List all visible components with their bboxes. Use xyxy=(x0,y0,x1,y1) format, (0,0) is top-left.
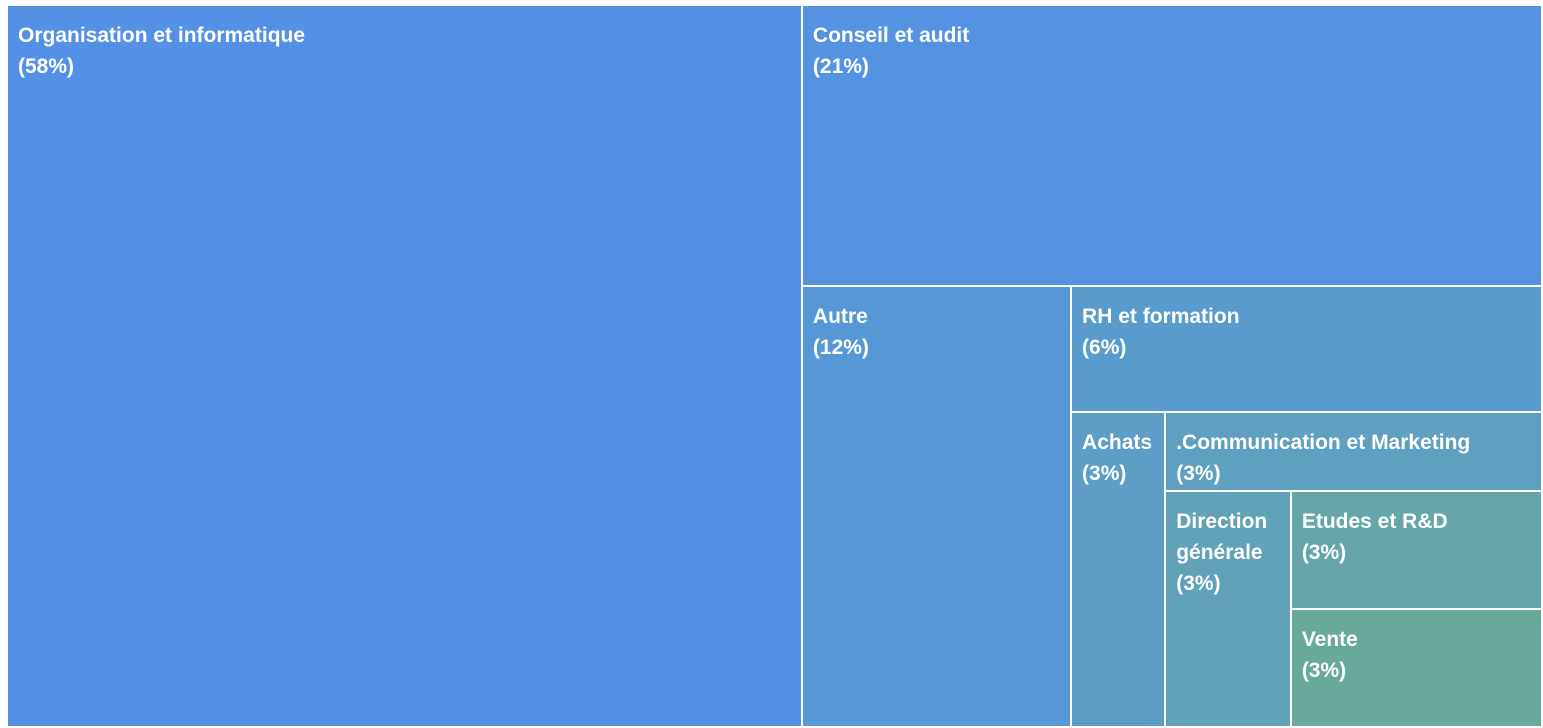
value-label: (58%) xyxy=(18,55,75,78)
cell-label: Etudes et R&D (3%) xyxy=(1302,506,1537,568)
treemap-cell: Conseil et audit (21%) xyxy=(802,6,1543,287)
cell-label: Vente (3%) xyxy=(1302,624,1537,686)
treemap-cell: Vente (3%) xyxy=(1291,609,1543,728)
treemap-cell: Direction générale (3%) xyxy=(1166,491,1292,728)
treemap-cell: Achats (3%) xyxy=(1072,412,1167,728)
category-name: RH et formation xyxy=(1082,304,1240,328)
category-name: Conseil et audit xyxy=(812,24,970,47)
treemap-cell: RH et formation (6%) xyxy=(1072,286,1543,413)
value-label: (3%) xyxy=(1301,658,1347,682)
category-name: Organisation et informatique xyxy=(18,24,306,47)
cell-label: .Communication et Marketing (3%) xyxy=(1176,427,1537,489)
category-name: Etudes et R&D xyxy=(1301,509,1448,533)
value-label: (3%) xyxy=(1082,461,1127,485)
treemap-cell: Etudes et R&D (3%) xyxy=(1291,491,1543,610)
category-name: Direction générale xyxy=(1176,509,1268,564)
treemap-cell: Organisation et informatique (58%) xyxy=(8,6,803,728)
category-name: Vente xyxy=(1301,627,1358,651)
treemap-cell: Autre (12%) xyxy=(802,286,1073,728)
cell-label: Organisation et informatique (58%) xyxy=(18,20,797,82)
value-label: (3%) xyxy=(1176,461,1221,485)
value-label: (3%) xyxy=(1301,540,1347,564)
cell-label: Conseil et audit (21%) xyxy=(813,20,1537,82)
cell-label: RH et formation (6%) xyxy=(1082,301,1537,363)
cell-label: Direction générale (3%) xyxy=(1176,506,1286,599)
value-label: (6%) xyxy=(1082,335,1127,359)
treemap-cell: .Communication et Marketing (3%) xyxy=(1166,412,1543,492)
value-label: (3%) xyxy=(1176,571,1221,595)
cell-label: Autre (12%) xyxy=(813,301,1066,363)
category-name: Autre xyxy=(812,304,868,328)
treemap: Organisation et informatique (58%) Conseil… xyxy=(8,6,1543,728)
category-name: .Communication et Marketing xyxy=(1176,430,1471,454)
cell-label: Achats (3%) xyxy=(1082,427,1160,489)
category-name: Achats xyxy=(1082,430,1153,454)
value-label: (12%) xyxy=(812,335,869,359)
value-label: (21%) xyxy=(812,55,869,78)
